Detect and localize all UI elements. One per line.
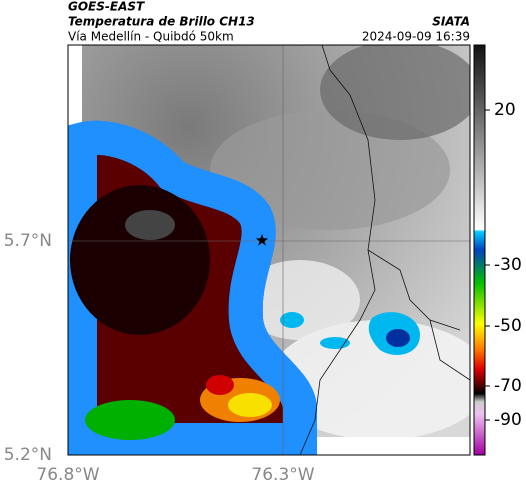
colorbar-tick-label: -70	[494, 376, 522, 396]
colorbar	[473, 44, 486, 456]
colorbar-tick-label: 20	[494, 100, 516, 120]
lon-label: 76.8°W	[36, 465, 99, 485]
lat-label: 5.7°N	[4, 231, 52, 251]
product: Temperatura de Brillo CH13	[68, 15, 255, 29]
satellite: GOES-EAST	[68, 0, 145, 14]
colorbar-tick-label: -50	[494, 316, 522, 336]
colorbar-tick-label: -30	[494, 255, 522, 275]
colorbar-tick-label: -90	[494, 410, 522, 430]
lon-label: 76.3°W	[251, 465, 314, 485]
route: Vía Medellín - Quibdó 50km	[68, 30, 234, 44]
source: SIATA	[432, 15, 470, 29]
satellite-image	[68, 45, 470, 455]
lat-label: 5.2°N	[4, 445, 52, 465]
timestamp: 2024-09-09 16:39	[362, 30, 470, 44]
map-frame	[67, 44, 471, 456]
